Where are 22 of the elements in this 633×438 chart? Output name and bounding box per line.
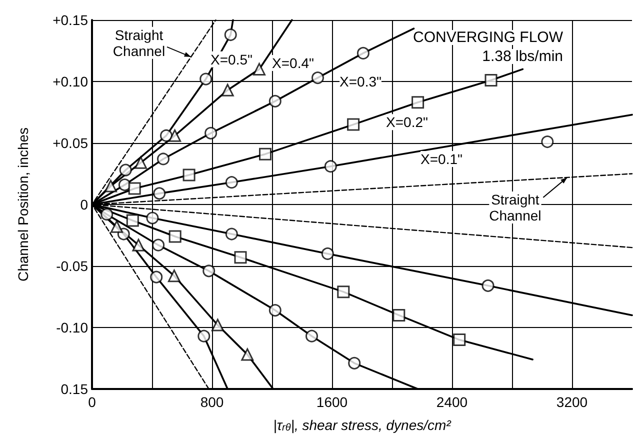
- annotation: X=0.2": [386, 114, 428, 130]
- annotation: 1.38 lbs/min: [482, 48, 563, 65]
- y-tick-label: +0.10: [52, 74, 88, 90]
- x-tick-label: 1600: [316, 394, 348, 410]
- annotation: CONVERGING FLOW: [412, 29, 564, 46]
- y-tick-label: 0: [80, 196, 88, 212]
- annotation: X=0.3": [340, 74, 382, 90]
- y-axis-title: Channel Position, inches: [15, 127, 31, 282]
- annotation: Straight Channel: [489, 191, 542, 224]
- y-tick-label: -0.05: [56, 258, 88, 274]
- annotation: X=0.4": [272, 55, 314, 72]
- y-tick-label: +0.15: [52, 12, 88, 28]
- annotation: Straight Channel: [112, 26, 166, 59]
- y-tick-label: -0.10: [56, 320, 88, 336]
- x-tick-label: 3200: [556, 394, 588, 410]
- annotation: X=0.5": [210, 51, 252, 68]
- x-axis-title: |τrθ|, shear stress, dynes/cm²: [273, 417, 452, 434]
- annotation: X=0.1": [420, 150, 462, 167]
- y-tick-label: +0.05: [52, 135, 88, 151]
- x-tick-label: 2400: [436, 394, 468, 410]
- x-tick-label: 800: [200, 394, 224, 410]
- y-tick-label: 0.15: [60, 381, 88, 397]
